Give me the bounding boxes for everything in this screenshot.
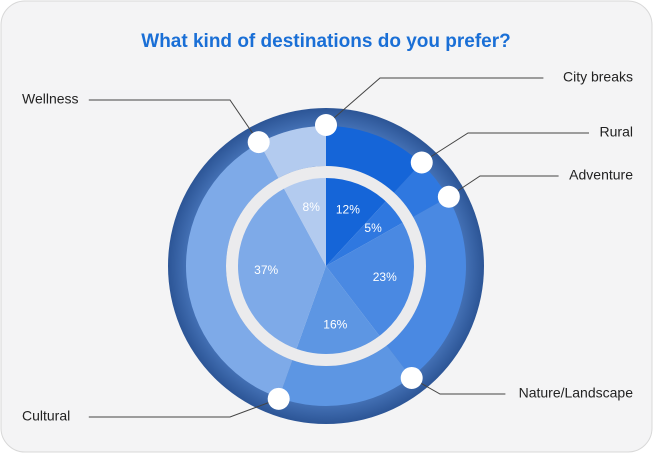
pie-slice — [237, 188, 326, 349]
value-label: 8% — [303, 200, 321, 214]
pie-slice — [326, 201, 403, 266]
leader-line — [88, 398, 279, 418]
leader-line — [325, 77, 544, 126]
outer-segment — [186, 142, 293, 398]
marker — [400, 366, 423, 389]
category-label: Rural — [600, 124, 633, 140]
value-label: 23% — [373, 270, 397, 284]
value-label: 37% — [254, 263, 278, 277]
value-label: 16% — [323, 317, 347, 331]
pie-slice — [283, 178, 326, 266]
outer-segment — [259, 126, 326, 179]
outer-segment — [326, 126, 422, 193]
value-label: 5% — [364, 221, 382, 235]
category-label: Wellness — [22, 91, 79, 107]
pie-slice — [326, 178, 386, 266]
category-label: City breaks — [563, 69, 633, 85]
marker — [315, 114, 337, 136]
outer-segment — [393, 163, 448, 217]
marker — [267, 387, 290, 410]
leader-line — [88, 99, 260, 143]
outer-segment — [279, 345, 412, 406]
leader-line — [421, 132, 589, 163]
outer-segment — [386, 197, 466, 378]
chart-title: What kind of destinations do you prefer? — [141, 31, 510, 52]
marker — [437, 185, 460, 208]
marker — [410, 151, 433, 174]
category-label: Adventure — [569, 167, 633, 183]
pie-slice — [296, 266, 380, 354]
category-label: Nature/Landscape — [519, 385, 634, 401]
pie-slice — [326, 222, 415, 336]
value-label: 12% — [336, 202, 360, 216]
category-label: Cultural — [22, 408, 70, 424]
leader-line — [448, 175, 559, 198]
marker — [247, 131, 270, 154]
